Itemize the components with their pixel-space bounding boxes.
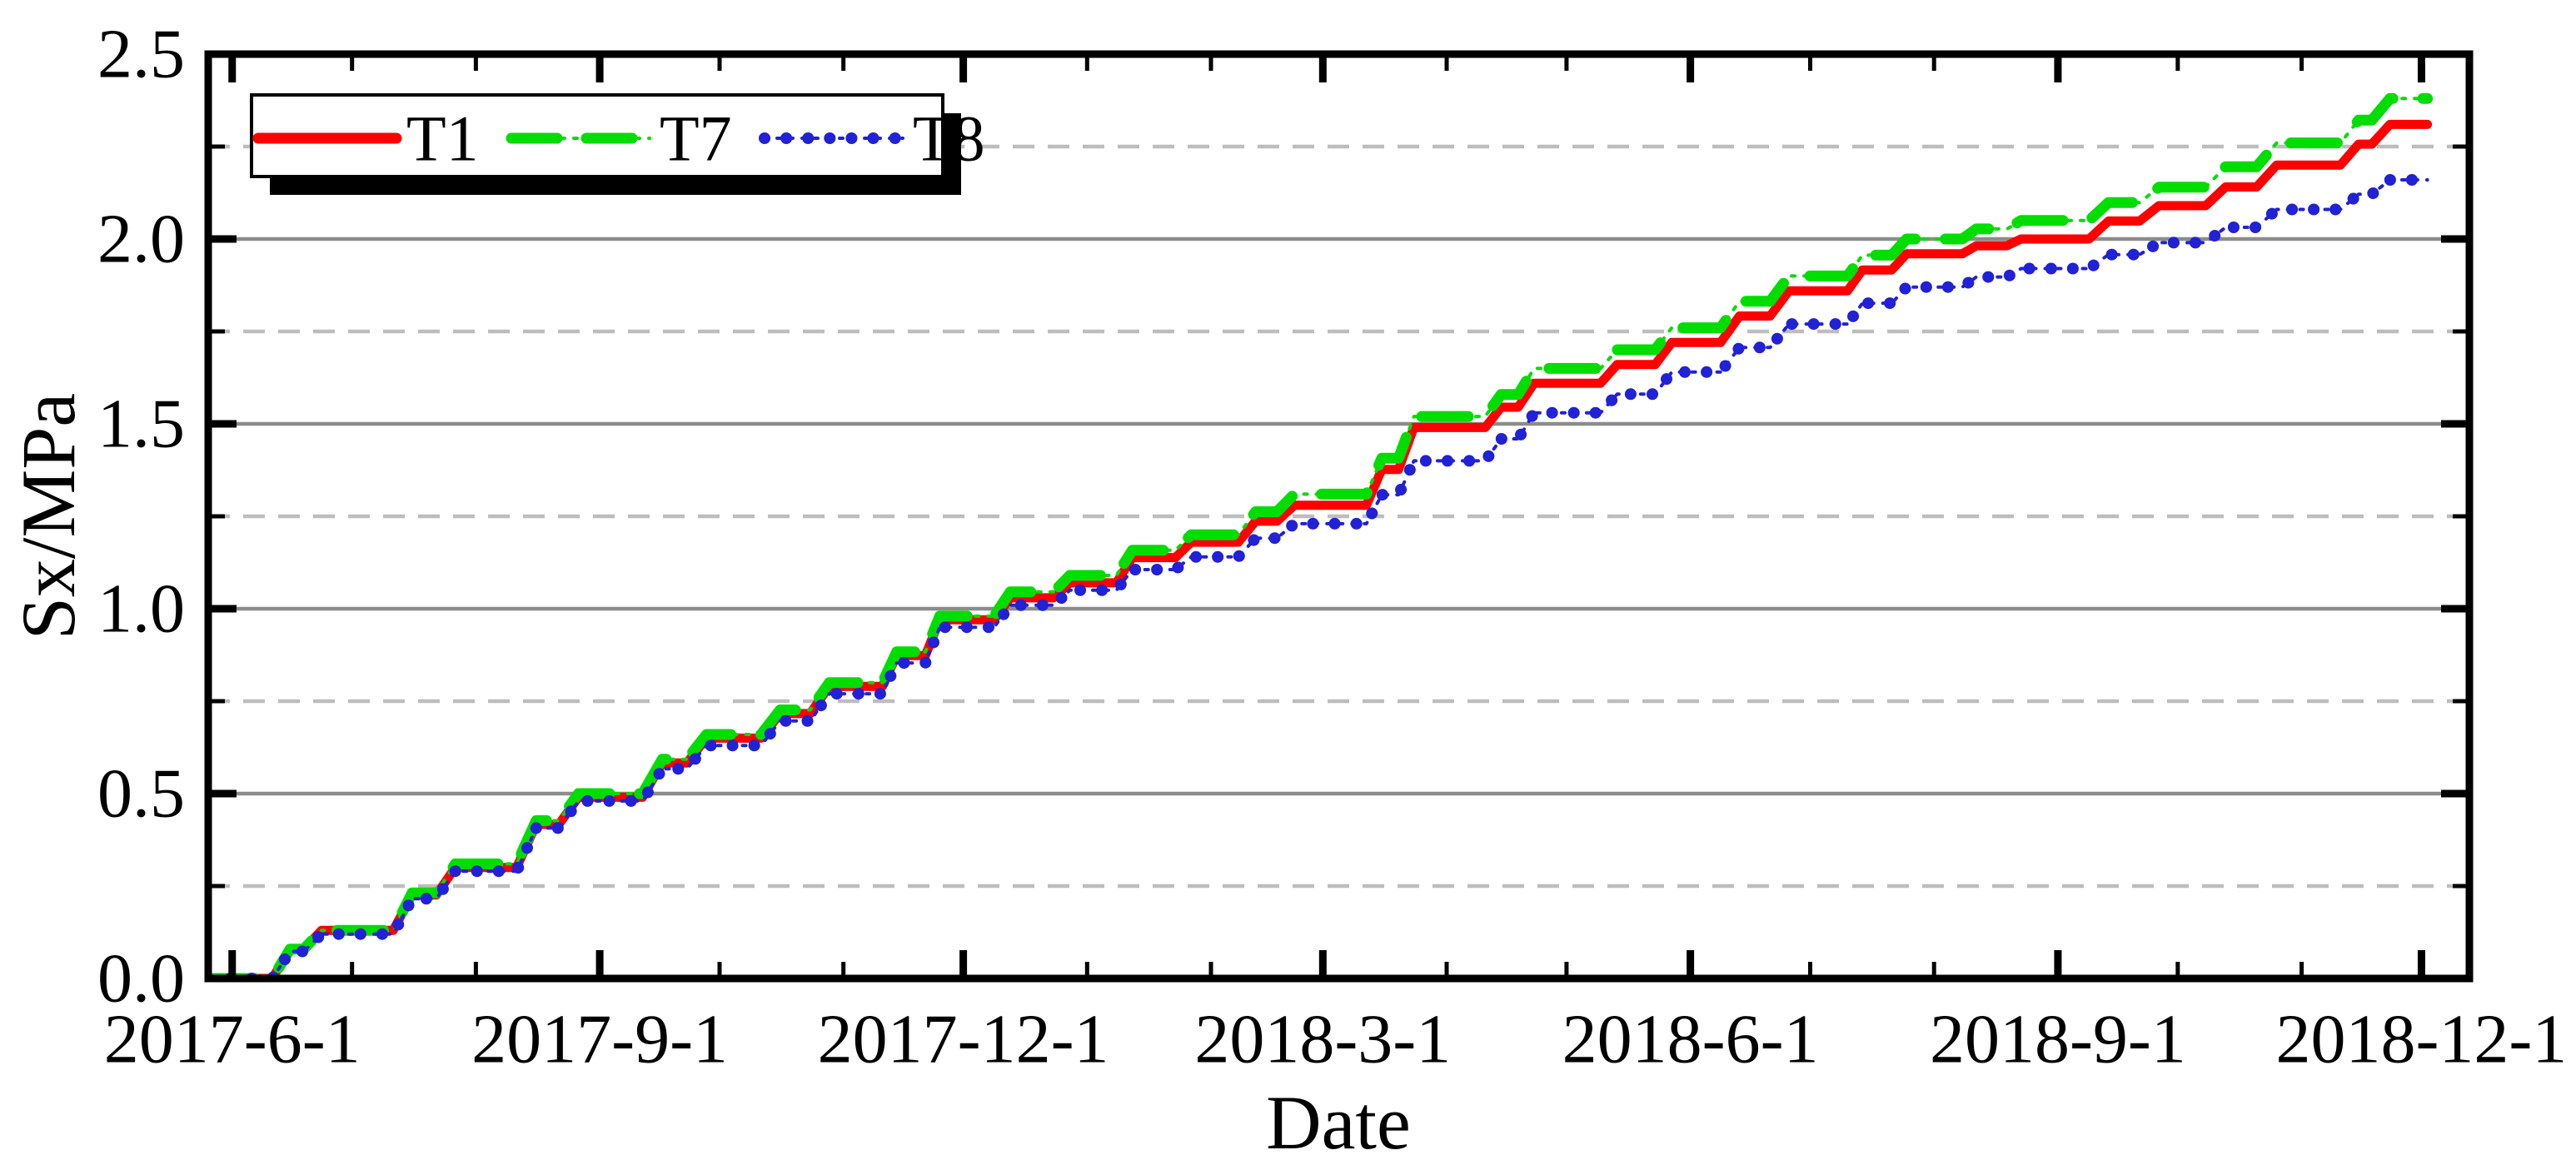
x-tick-label: 2018-12-1 [2275, 1001, 2567, 1078]
y-tick-label: 2.5 [97, 16, 185, 93]
y-tick-label: 0.0 [97, 940, 185, 1018]
x-tick-label: 2018-9-1 [1930, 1001, 2186, 1078]
legend: T1 T7 T8 [250, 93, 985, 195]
y-tick-label: 0.5 [97, 755, 185, 833]
x-tick-label: 2018-3-1 [1194, 1001, 1451, 1078]
y-tick-label: 1.0 [97, 570, 185, 648]
series-T7-line [208, 92, 2434, 978]
legend-item: T1 [252, 102, 479, 175]
y-tick-label: 2.0 [97, 201, 185, 278]
legend-item: T7 [506, 102, 732, 175]
legend-label: T1 [406, 102, 479, 175]
x-tick-label: 2017-12-1 [818, 1001, 1109, 1078]
y-tick-label: 1.5 [97, 386, 185, 463]
x-axis-title: Date [1266, 1080, 1411, 1165]
plot-series [208, 92, 2434, 978]
x-tick-label: 2018-6-1 [1562, 1001, 1819, 1078]
legend-item: T8 [759, 102, 985, 175]
axis-ticks [208, 50, 2469, 983]
legend-label: T7 [660, 102, 732, 175]
series-T8-line [208, 174, 2434, 978]
y-axis-title: Sx/MPa [6, 393, 91, 640]
legend-label: T8 [913, 102, 985, 175]
x-tick-label: 2017-9-1 [471, 1001, 728, 1078]
x-tick-label: 2017-6-1 [104, 1001, 361, 1078]
tick-labels: 0.0 0.5 1.0 1.5 2.0 2.5 2017-6-1 2017-9-1 2017-1… [97, 16, 2567, 1078]
